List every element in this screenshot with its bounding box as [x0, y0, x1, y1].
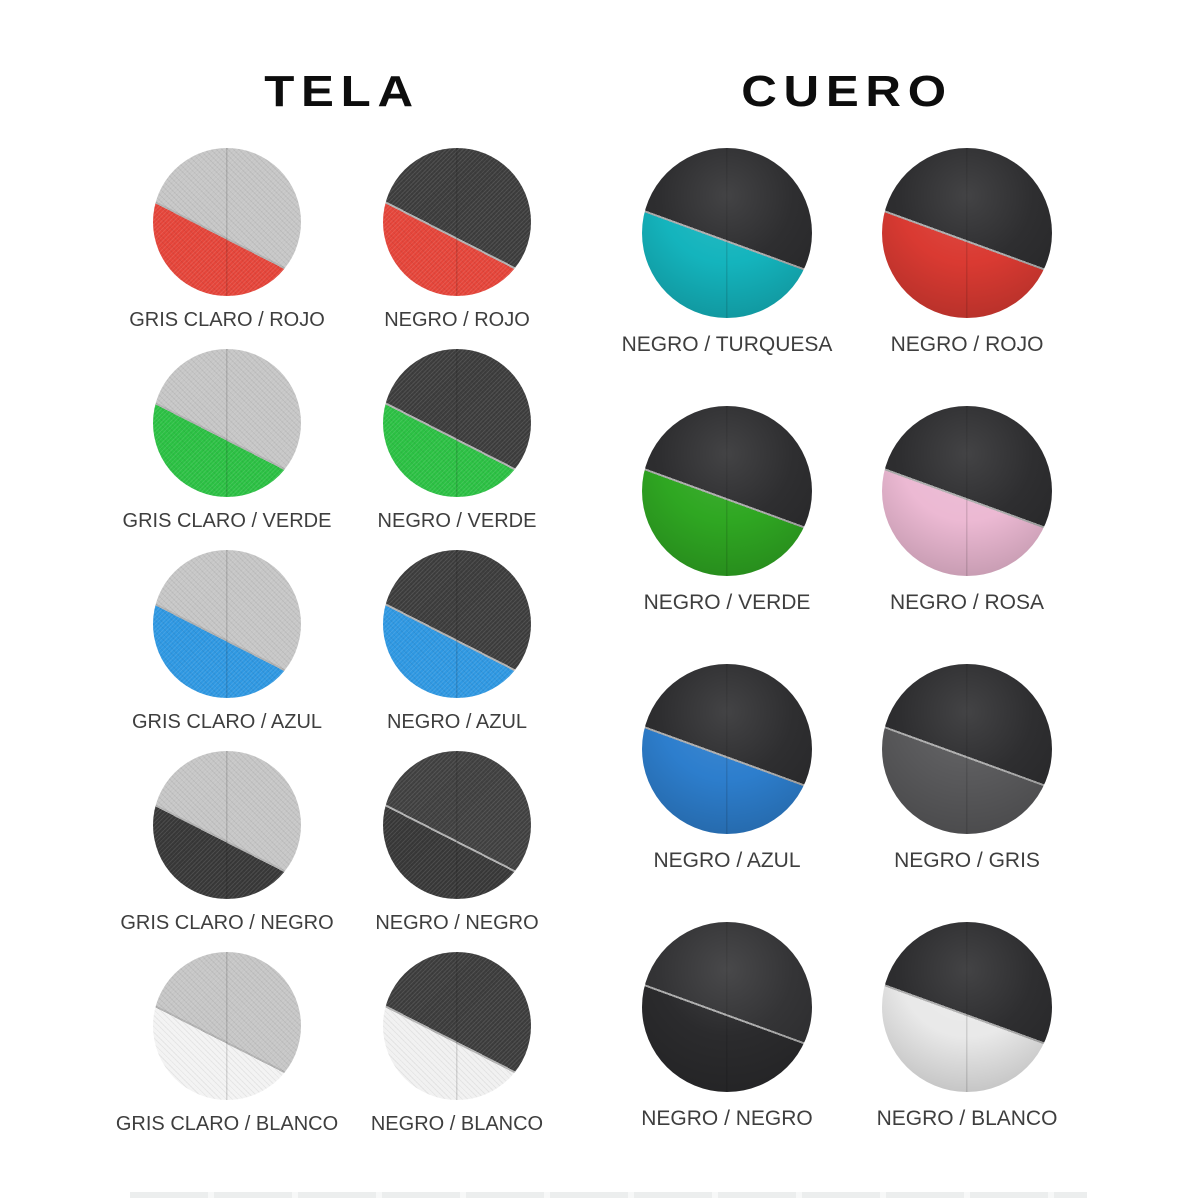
swatch-cell: NEGRO / NEGRO	[342, 751, 572, 952]
swatch-cell: NEGRO / ROJO	[847, 148, 1087, 406]
section-title-cuero: CUERO	[741, 67, 953, 116]
section-tela: TELA GRIS CLARO / ROJO NEGRO / ROJO GRIS…	[112, 70, 572, 1153]
swatch-cell: GRIS CLARO / NEGRO	[112, 751, 342, 952]
swatch-cuero-negro-turquesa	[642, 148, 812, 318]
swatch-tela-gris-claro-azul	[153, 550, 301, 698]
swatch-cuero-negro-negro	[642, 922, 812, 1092]
swatch-cuero-negro-rosa	[882, 406, 1052, 576]
swatch-tela-negro-blanco	[383, 952, 531, 1100]
swatch-cell: GRIS CLARO / AZUL	[112, 550, 342, 751]
cuero-swatch-grid: NEGRO / TURQUESA NEGRO / ROJO NEGRO / VE…	[607, 148, 1087, 1180]
swatch-label: NEGRO / NEGRO	[641, 1107, 813, 1130]
cropped-thumbnails-strip	[130, 1192, 1087, 1198]
swatch-tela-gris-claro-verde	[153, 349, 301, 497]
swatch-cell: NEGRO / GRIS	[847, 664, 1087, 922]
swatch-cuero-negro-blanco	[882, 922, 1052, 1092]
swatch-cell: GRIS CLARO / BLANCO	[112, 952, 342, 1153]
swatch-label: NEGRO / ROJO	[384, 309, 530, 331]
swatch-label: NEGRO / TURQUESA	[621, 333, 833, 356]
swatch-label: NEGRO / AZUL	[653, 849, 801, 872]
swatch-cell: NEGRO / ROSA	[847, 406, 1087, 664]
swatch-cuero-negro-verde	[642, 406, 812, 576]
swatch-label: NEGRO / NEGRO	[375, 912, 539, 934]
swatch-cell: GRIS CLARO / ROJO	[112, 148, 342, 349]
swatch-cell: NEGRO / VERDE	[342, 349, 572, 550]
swatch-tela-gris-claro-blanco	[153, 952, 301, 1100]
swatch-cell: NEGRO / VERDE	[607, 406, 847, 664]
swatch-tela-gris-claro-rojo	[153, 148, 301, 296]
swatch-cell: GRIS CLARO / VERDE	[112, 349, 342, 550]
section-cuero: CUERO NEGRO / TURQUESA NEGRO / ROJO NEGR…	[607, 70, 1087, 1180]
swatch-tela-gris-claro-negro	[153, 751, 301, 899]
section-title-tela: TELA	[264, 67, 420, 116]
swatch-cuero-negro-rojo	[882, 148, 1052, 318]
swatch-label: NEGRO / AZUL	[386, 711, 528, 733]
swatch-tela-negro-azul	[383, 550, 531, 698]
swatch-label: NEGRO / VERDE	[643, 591, 811, 614]
swatch-tela-negro-rojo	[383, 148, 531, 296]
swatch-cell: NEGRO / BLANCO	[847, 922, 1087, 1180]
swatch-label: NEGRO / GRIS	[894, 849, 1040, 872]
swatch-label: GRIS CLARO / VERDE	[122, 510, 332, 532]
swatch-cell: NEGRO / ROJO	[342, 148, 572, 349]
swatch-label: GRIS CLARO / AZUL	[131, 711, 323, 733]
swatch-label: GRIS CLARO / ROJO	[129, 309, 325, 331]
swatch-cell: NEGRO / NEGRO	[607, 922, 847, 1180]
swatch-cuero-negro-azul	[642, 664, 812, 834]
swatch-label: NEGRO / ROSA	[889, 591, 1045, 614]
tela-swatch-grid: GRIS CLARO / ROJO NEGRO / ROJO GRIS CLAR…	[112, 148, 572, 1153]
swatch-cell: NEGRO / AZUL	[342, 550, 572, 751]
swatch-label: NEGRO / VERDE	[377, 510, 537, 532]
swatch-cuero-negro-gris	[882, 664, 1052, 834]
swatch-label: NEGRO / BLANCO	[876, 1107, 1058, 1130]
swatch-cell: NEGRO / TURQUESA	[607, 148, 847, 406]
swatch-tela-negro-verde	[383, 349, 531, 497]
swatch-label: GRIS CLARO / BLANCO	[115, 1113, 339, 1135]
swatch-cell: NEGRO / AZUL	[607, 664, 847, 922]
swatch-cell: NEGRO / BLANCO	[342, 952, 572, 1153]
swatch-label: GRIS CLARO / NEGRO	[120, 912, 334, 934]
swatch-label: NEGRO / ROJO	[890, 333, 1044, 356]
swatch-label: NEGRO / BLANCO	[370, 1113, 544, 1135]
swatch-tela-negro-negro	[383, 751, 531, 899]
